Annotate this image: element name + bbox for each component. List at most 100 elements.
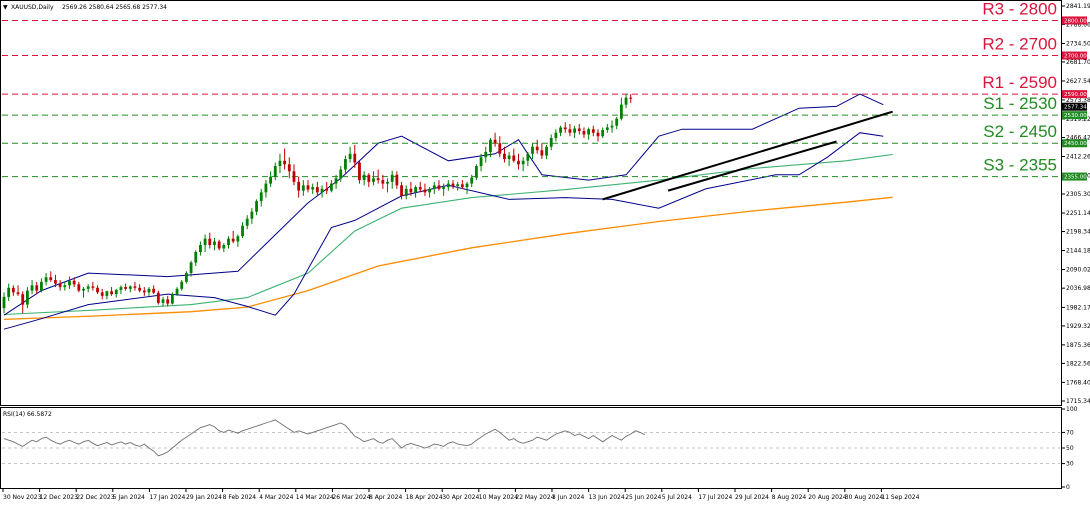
candle-body xyxy=(100,292,104,296)
candle-body xyxy=(460,184,464,188)
price-tick-label: 2144.18 xyxy=(1066,248,1090,255)
candle-body xyxy=(297,181,301,191)
candle-body xyxy=(35,285,39,291)
candle-body xyxy=(236,236,240,242)
price-tick-label: 2090.02 xyxy=(1066,267,1090,274)
time-tick-label: 30 Aug 2024 xyxy=(845,494,884,501)
level-label-resistance: R2 - 2700 xyxy=(982,35,1057,54)
candle-body xyxy=(114,289,118,295)
candle-body xyxy=(601,129,605,137)
candle-body xyxy=(372,178,375,182)
candle-body xyxy=(245,218,249,226)
candle-body xyxy=(474,166,478,178)
rsi-line xyxy=(3,419,645,457)
level-label-support: S3 - 2355 xyxy=(983,156,1057,175)
candle-body xyxy=(203,238,207,245)
time-tick-label: 17 Jan 2024 xyxy=(149,494,185,501)
candle-body xyxy=(128,286,132,289)
level-price-tag xyxy=(1062,51,1087,60)
price-tick-label: 1929.32 xyxy=(1066,323,1090,330)
time-tick-label: 12 Dec 2023 xyxy=(40,494,79,501)
time-tick-label: 8 Apr 2024 xyxy=(369,494,402,501)
ma-200-line xyxy=(3,196,893,321)
candle-body xyxy=(315,187,319,193)
candle-body xyxy=(175,288,179,295)
candle-body xyxy=(465,183,469,188)
candle-body xyxy=(283,160,287,165)
candle-body xyxy=(446,183,450,188)
candle-body xyxy=(86,286,90,289)
candle-body xyxy=(49,277,53,281)
candle-body xyxy=(503,153,506,160)
candle-body xyxy=(105,291,109,296)
candle-body xyxy=(30,285,34,291)
candle-body xyxy=(25,290,29,305)
candle-body xyxy=(68,280,71,286)
price-tick-label: 2734.50 xyxy=(1066,40,1090,47)
candle-body xyxy=(301,185,305,191)
axis-price-tags: 2800.00 2700.00 2590.00 2530.00 2450.00 2355.… xyxy=(1062,16,1087,181)
candle-body xyxy=(259,192,263,202)
candle-body xyxy=(311,187,315,190)
candle-body xyxy=(409,188,413,193)
price-tick-label: 2519.22 xyxy=(1066,116,1090,123)
current-price-tag xyxy=(1062,102,1087,111)
candle-body xyxy=(451,183,455,187)
candle-body xyxy=(367,174,371,182)
candle-body xyxy=(559,127,562,133)
candle-body xyxy=(222,244,226,249)
candle-body xyxy=(329,183,333,191)
time-tick-label: 5 Jan 2024 xyxy=(113,494,145,501)
symbol-menu-icon[interactable]: ▼ xyxy=(3,4,8,11)
candle-body xyxy=(596,132,600,137)
candle-body xyxy=(40,281,43,291)
chart-title: XAUUSD,Daily xyxy=(11,4,54,11)
candle-body xyxy=(189,262,193,274)
candle-body xyxy=(91,286,95,288)
time-tick-label: 4 Mar 2024 xyxy=(259,494,293,501)
candle-body xyxy=(353,153,357,163)
candle-body xyxy=(72,280,76,285)
candle-body xyxy=(44,277,48,282)
price-tick-label: 1822.56 xyxy=(1066,360,1090,367)
price-tick-label: 2412.26 xyxy=(1066,153,1090,160)
candle-body xyxy=(16,292,20,295)
time-tick-label: 30 Nov 2023 xyxy=(3,494,42,501)
price-tick-label: 1982.17 xyxy=(1066,304,1090,311)
candle-body xyxy=(110,291,113,295)
candle-body xyxy=(217,241,221,249)
candle-body xyxy=(507,155,511,160)
time-tick-label: 26 Mar 2024 xyxy=(332,494,370,501)
ma-100-line xyxy=(3,153,893,316)
candle-body xyxy=(629,97,633,99)
rsi-tick-label: 0 xyxy=(1066,484,1070,491)
candle-body xyxy=(156,292,160,303)
time-tick-label: 10 May 2024 xyxy=(479,494,518,501)
price-tick-label: 2788.66 xyxy=(1066,21,1090,28)
price-tick-label: 2198.34 xyxy=(1066,229,1090,236)
candle-body xyxy=(170,294,174,304)
rsi-tick-label: 30 xyxy=(1066,461,1074,468)
candle-body xyxy=(320,188,324,193)
candle-body xyxy=(517,160,520,165)
price-panel: R3 - 2800 R2 - 2700 R1 - 2590 S1 - 2530 S2 -… xyxy=(0,0,1062,406)
candle-body xyxy=(362,174,366,181)
candle-body xyxy=(484,152,488,158)
candle-body xyxy=(404,188,408,196)
level-price-tag-text: 2450.00 xyxy=(1064,141,1087,147)
candle-body xyxy=(273,166,277,177)
candle-body xyxy=(432,185,436,189)
candle-body xyxy=(124,287,128,289)
time-tick-label: 25 Jun 2024 xyxy=(625,494,661,501)
candle-body xyxy=(344,159,347,170)
candle-body xyxy=(185,273,188,282)
time-tick-label: 29 Jul 2024 xyxy=(735,494,769,501)
candle-body xyxy=(437,185,441,189)
candle-body xyxy=(470,177,474,184)
candle-body xyxy=(489,139,492,153)
current-price-tag-text: 2577.34 xyxy=(1064,105,1087,111)
candle-body xyxy=(418,187,422,190)
candle-body xyxy=(334,178,338,184)
time-tick-label: 29 Jan 2024 xyxy=(186,494,222,501)
